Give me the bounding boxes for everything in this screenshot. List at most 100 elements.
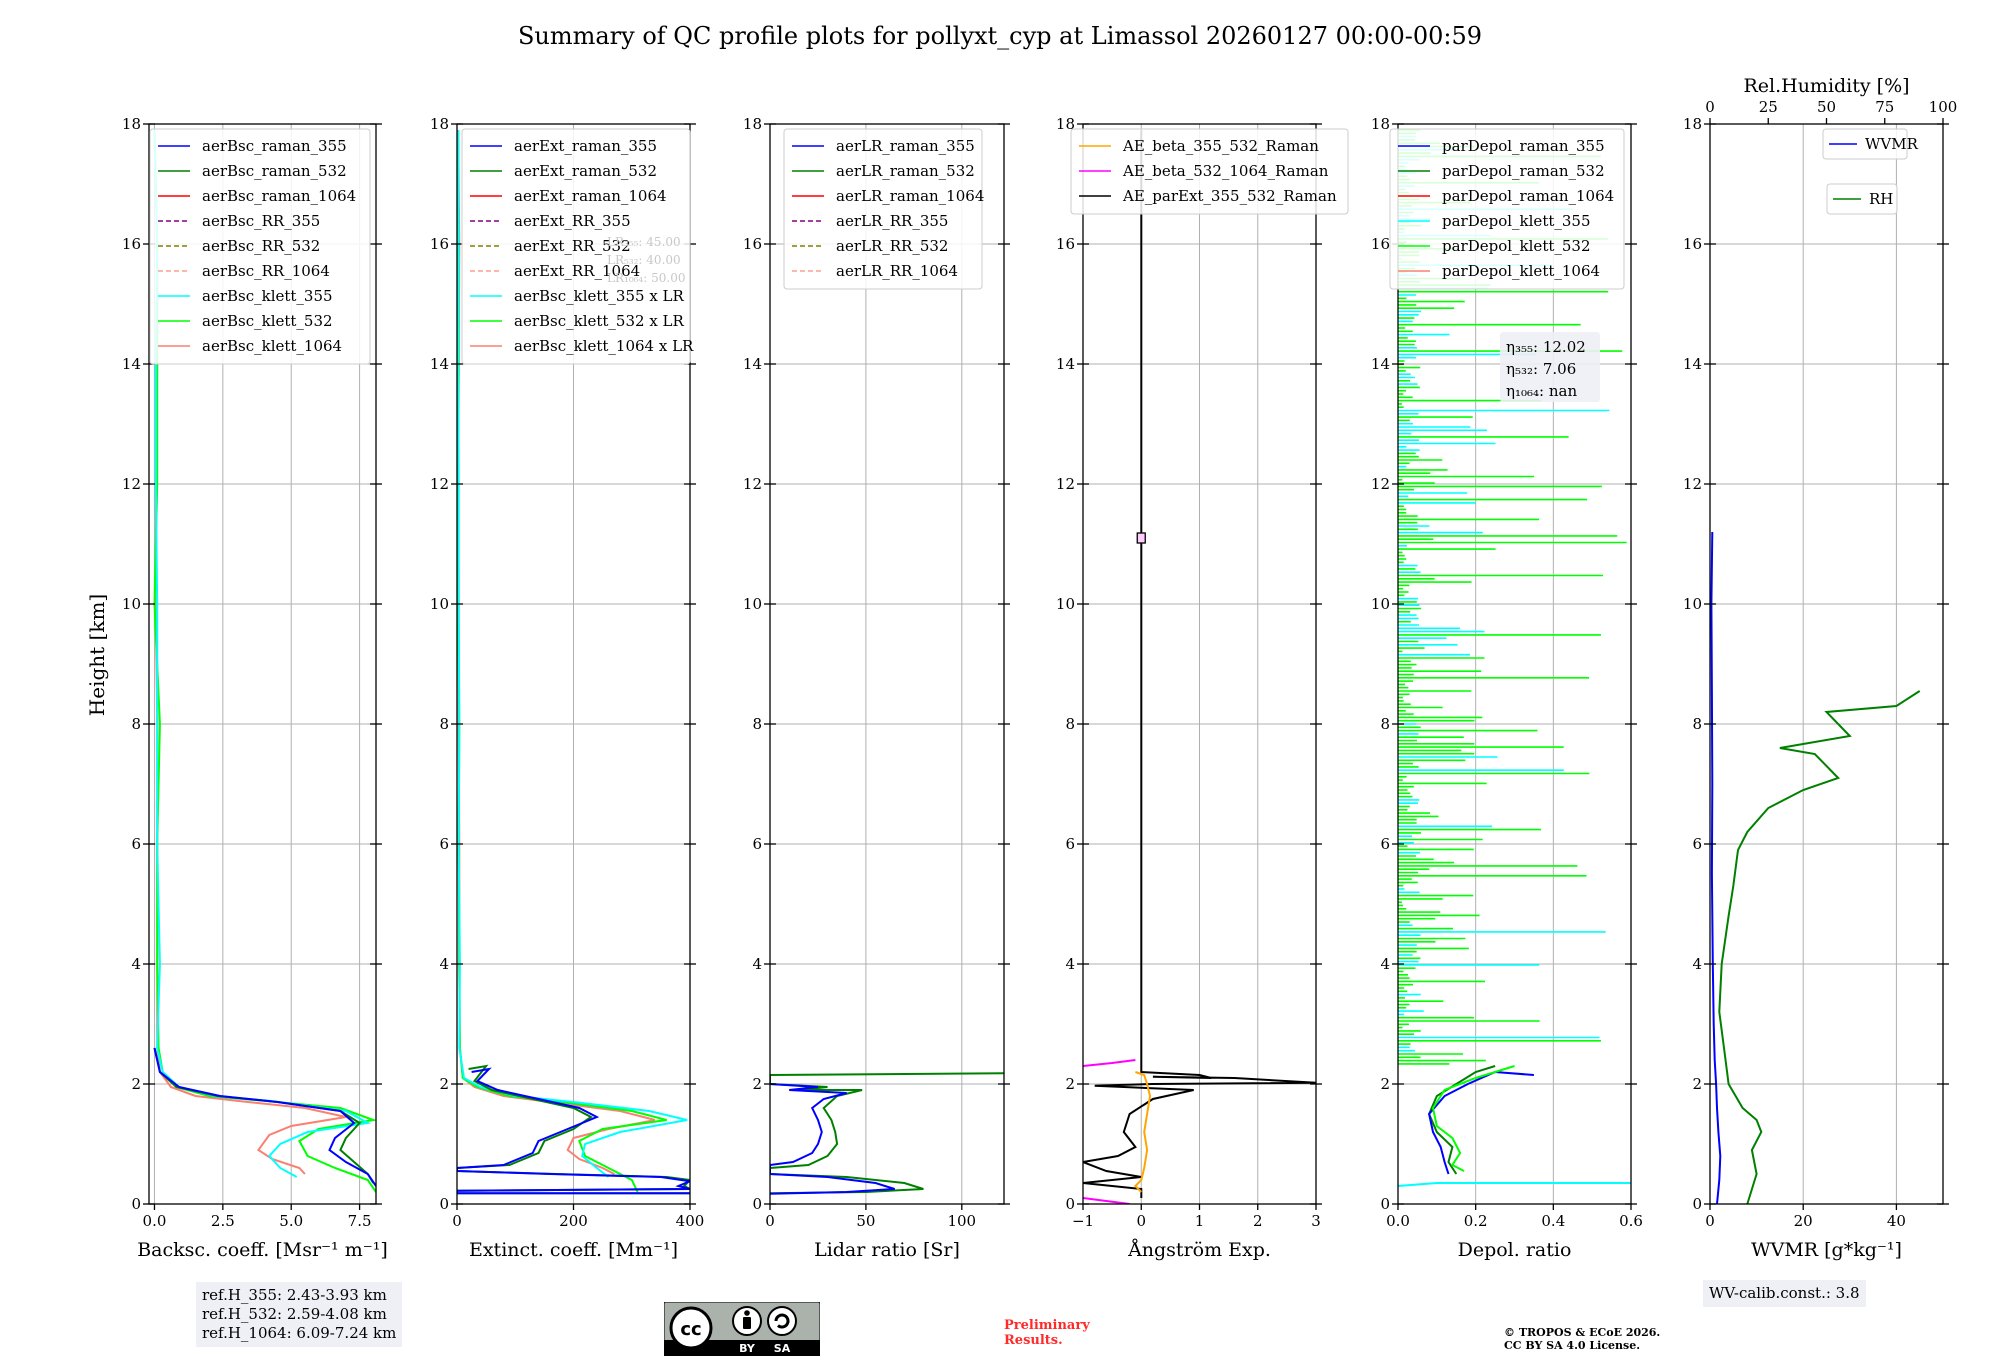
y-tick-label: 10 [430, 595, 449, 613]
legend-lidar_ratio: aerLR_raman_355 aerLR_raman_532 aerLR_rama… [783, 128, 984, 290]
eta-label: η₁₀₆₄: nan [1506, 382, 1577, 400]
y-tick-label: 16 [1371, 235, 1390, 253]
legend-label: aerLR_raman_532 [836, 162, 975, 180]
y-tick-label: 6 [439, 835, 449, 853]
x-tick-label: 5.0 [279, 1212, 303, 1230]
y-tick-label: 8 [752, 715, 762, 733]
x-axis-label: Depol. ratio [1458, 1239, 1572, 1261]
y-tick-label: 12 [430, 475, 449, 493]
reference-heights-box: ref.H_355: 2.43-3.93 km ref.H_532: 2.59-… [196, 1282, 403, 1347]
cc-icon [669, 1306, 713, 1350]
svg-text:cc: cc [680, 1319, 701, 1340]
y-tick-label: 0 [1692, 1195, 1702, 1213]
y-tick-label: 12 [743, 475, 762, 493]
share-alike-icon [767, 1306, 797, 1336]
x-tick-label: 50 [856, 1212, 875, 1230]
cc-license-badge: cc BY SA [664, 1302, 820, 1356]
y-tick-label: 6 [1380, 835, 1390, 853]
data-marker [1136, 532, 1146, 544]
legend-label: aerBsc_klett_532 x LR [514, 312, 685, 330]
series-line-AE_parExt_355_532_Raman [1083, 130, 1316, 1198]
top-x-tick-label: 75 [1875, 98, 1894, 116]
preliminary-results-note: Preliminary Results. [1004, 1318, 1090, 1348]
y-tick-label: 6 [1065, 835, 1075, 853]
y-tick-label: 0 [131, 1195, 141, 1213]
legend-label: AE_beta_355_532_Raman [1122, 137, 1319, 155]
series-line-parDepol_raman_355 [1428, 1070, 1534, 1175]
x-tick-label: 2 [1253, 1212, 1263, 1230]
legend-label: aerExt_RR_355 [514, 212, 631, 230]
series-line-AE_beta_532_1064_Raman_low [1083, 1197, 1130, 1204]
y-tick-label: 2 [752, 1075, 762, 1093]
legend-label: aerBsc_klett_1064 [202, 337, 342, 355]
legend-box [783, 128, 983, 290]
legend-box [1389, 128, 1625, 290]
lr-note: LR₅₃₂: 40.00 [607, 253, 681, 267]
top-x-tick-label: 0 [1705, 98, 1715, 116]
series-line-parDepol_klett_355 [1398, 1182, 1631, 1187]
legend-label: AE_beta_532_1064_Raman [1122, 162, 1329, 180]
y-tick-label: 6 [1692, 835, 1702, 853]
x-tick-label: 0 [452, 1212, 462, 1230]
y-tick-label: 14 [1056, 355, 1075, 373]
legend-depol: parDepol_raman_355 parDepol_raman_532 parD… [1389, 128, 1625, 290]
y-tick-label: 8 [1380, 715, 1390, 733]
x-tick-label: 0.6 [1619, 1212, 1643, 1230]
legend-backscatter: aerBsc_raman_355 aerBsc_raman_532 aerBsc_r… [149, 128, 371, 365]
y-tick-label: 10 [1683, 595, 1702, 613]
legend-label: aerExt_RR_532 [514, 237, 631, 255]
plot-area-extinction [457, 129, 690, 1195]
legend-label: WVMR [1865, 135, 1919, 153]
legend-label: parDepol_klett_532 [1442, 237, 1591, 255]
y-tick-label: 4 [131, 955, 141, 973]
axes-frame [769, 123, 1005, 1205]
legend-label: aerExt_RR_1064 [514, 262, 640, 280]
legend-label: aerBsc_raman_532 [202, 162, 347, 180]
eta-box [1500, 332, 1600, 402]
y-tick-label: 14 [122, 355, 141, 373]
series-line-RH [1718, 690, 1921, 1204]
legend-label: aerBsc_raman_355 [202, 137, 347, 155]
y-tick-label: 10 [1371, 595, 1390, 613]
panel-extinction: 0 2 4 6 8 10 12 14 16 18 0 200 400 Extinct. coeff. [M… [430, 115, 704, 1261]
series-line-aerBsc_klett_355 x LR [457, 129, 688, 1178]
y-tick-label: 12 [1056, 475, 1075, 493]
legend-label: parDepol_raman_532 [1442, 162, 1605, 180]
copyright-line-1: © TROPOS & ECoE 2026. [1504, 1326, 1661, 1339]
x-axis-label: WVMR [g*kg⁻¹] [1751, 1239, 1902, 1261]
top-x-tick-label: 25 [1759, 98, 1778, 116]
preliminary-line-2: Results. [1004, 1333, 1063, 1348]
x-tick-label: 0 [1136, 1212, 1146, 1230]
y-tick-label: 8 [1692, 715, 1702, 733]
plot-area-lidar_ratio [770, 1072, 1004, 1195]
x-tick-label: 3 [1311, 1212, 1321, 1230]
legend-label: aerBsc_RR_532 [202, 237, 320, 255]
copyright-line-2: CC BY SA 4.0 License. [1504, 1339, 1641, 1352]
eta-label: η₃₅₅: 12.02 [1506, 338, 1586, 356]
x-tick-label: 0.4 [1541, 1212, 1565, 1230]
legend-label: aerExt_raman_532 [514, 162, 657, 180]
legend-box [1070, 128, 1349, 215]
plot-area-angstrom [1083, 130, 1316, 1204]
y-tick-label: 16 [1056, 235, 1075, 253]
legend-label: aerBsc_klett_355 x LR [514, 287, 685, 305]
y-tick-label: 8 [1065, 715, 1075, 733]
ref-height-1064: ref.H_1064: 6.09-7.24 km [202, 1324, 397, 1342]
lr-note: LR₁₀₆₄: 50.00 [607, 271, 685, 285]
y-tick-label: 18 [122, 115, 141, 133]
y-tick-label: 2 [131, 1075, 141, 1093]
legend-box [149, 128, 371, 365]
legend-label: aerLR_RR_355 [836, 212, 948, 230]
legend-wvmr: WVMR [1822, 128, 1919, 160]
y-tick-label: 8 [131, 715, 141, 733]
y-tick-label: 12 [122, 475, 141, 493]
y-tick-label: 10 [122, 595, 141, 613]
x-tick-label: 20 [1794, 1212, 1813, 1230]
lr-note: LR₃₅₅: 45.00 [607, 235, 681, 249]
legend-label: parDepol_klett_355 [1442, 212, 1591, 230]
x-tick-label: 100 [947, 1212, 976, 1230]
legend-label: parDepol_raman_1064 [1442, 187, 1614, 205]
axes-frame [148, 123, 377, 1205]
